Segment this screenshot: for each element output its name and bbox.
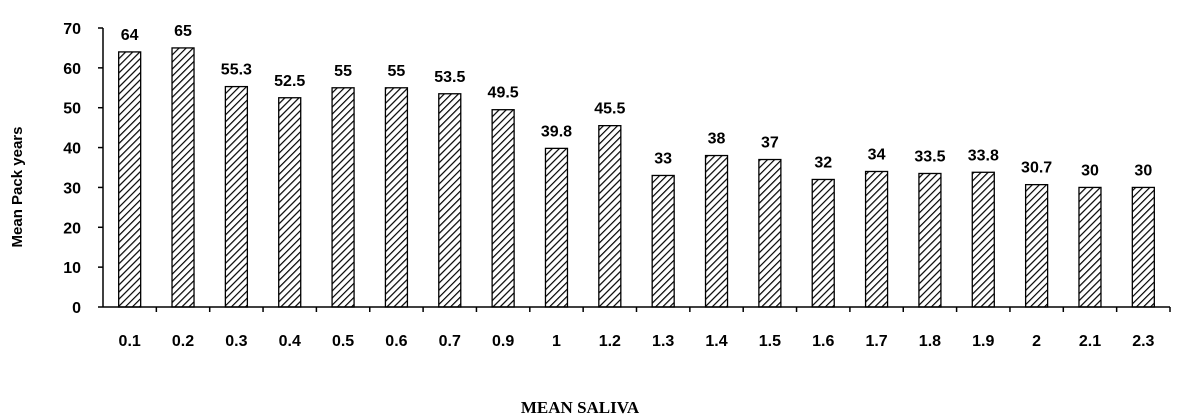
bar	[971, 171, 995, 308]
bar-value-label: 52.5	[274, 73, 305, 90]
x-tick-label: 0.9	[492, 333, 514, 350]
bar-value-label: 30	[1081, 162, 1099, 179]
bar-value-label: 30	[1134, 162, 1152, 179]
y-tick-label: 40	[63, 141, 81, 158]
x-tick-label: 0.4	[279, 333, 301, 350]
bar-value-label: 37	[761, 135, 779, 152]
bar	[438, 93, 462, 308]
x-tick-label: 2	[1032, 333, 1041, 350]
x-tick-label: 1.9	[972, 333, 994, 350]
x-tick-label: 1.6	[812, 333, 834, 350]
y-axis-ticks: 0 10 20 30 40 50 60 70	[63, 21, 103, 317]
x-tick-label: 2.1	[1079, 333, 1101, 350]
x-tick-label: 0.6	[385, 333, 407, 350]
bar	[491, 109, 515, 308]
bar	[598, 125, 622, 308]
bar	[758, 158, 782, 308]
bar	[704, 154, 729, 308]
bar-value-label: 45.5	[594, 101, 625, 118]
bar-value-label: 33	[654, 150, 672, 167]
bar	[544, 147, 569, 308]
y-tick-label: 70	[63, 21, 81, 38]
x-tick-label: 1.5	[759, 333, 781, 350]
x-axis-title: MEAN SALIVA	[521, 398, 640, 417]
bar-value-label: 39.8	[541, 123, 572, 140]
y-tick-label: 10	[63, 260, 81, 277]
bar-value-label: 32	[814, 154, 832, 171]
y-tick-label: 0	[72, 300, 81, 317]
bar	[1078, 186, 1102, 308]
bar-value-label: 33.5	[914, 148, 945, 165]
x-tick-label: 2.3	[1132, 333, 1154, 350]
bar-value-label: 33.8	[968, 147, 999, 164]
bar	[1024, 183, 1049, 308]
x-tick-label: 1	[552, 333, 561, 350]
bar	[864, 170, 889, 308]
x-tick-label: 0.5	[332, 333, 354, 350]
x-axis-ticks: 0.1 0.2 0.3 0.4 0.5 0.6 0.7 0.9 1 1.2 1.3 1.4 1.5 1.6…	[119, 307, 1171, 350]
x-tick-label: 1.8	[919, 333, 941, 350]
x-tick-label: 1.3	[652, 333, 674, 350]
bar-value-label: 34	[868, 146, 886, 163]
bar	[918, 172, 942, 308]
x-tick-label: 0.2	[172, 333, 194, 350]
bar	[331, 87, 355, 308]
x-tick-label: 1.4	[705, 333, 727, 350]
bar	[384, 87, 409, 308]
x-tick-label: 0.1	[119, 333, 141, 350]
bar-value-label: 65	[174, 23, 192, 40]
x-tick-label: 0.7	[439, 333, 461, 350]
y-tick-label: 20	[63, 220, 81, 237]
x-tick-label: 0.3	[225, 333, 247, 350]
y-axis-title: Mean Pack years	[9, 127, 26, 248]
bar-value-label: 64	[121, 27, 139, 44]
bar	[811, 178, 835, 308]
bar-value-label: 38	[708, 131, 726, 148]
x-tick-label: 1.7	[865, 333, 887, 350]
bar	[1131, 186, 1155, 308]
y-tick-label: 50	[63, 101, 81, 118]
bar	[118, 51, 142, 308]
y-tick-label: 60	[63, 61, 81, 78]
data-labels: 64 65 55.3 52.5 55 55 53.5 49.5 39.8 45.5 33 38 37 32…	[121, 23, 1153, 180]
y-tick-label: 30	[63, 180, 81, 197]
bar-value-label: 49.5	[488, 85, 519, 102]
bar	[651, 174, 675, 308]
bar-value-label: 55.3	[221, 62, 252, 79]
bar-value-label: 30.7	[1021, 160, 1052, 177]
bar-value-label: 55	[388, 63, 406, 80]
bar-value-label: 55	[334, 63, 352, 80]
bar	[224, 85, 249, 308]
bar-value-label: 53.5	[434, 69, 465, 86]
bar	[171, 47, 195, 308]
bar	[278, 97, 302, 308]
x-tick-label: 1.2	[599, 333, 621, 350]
